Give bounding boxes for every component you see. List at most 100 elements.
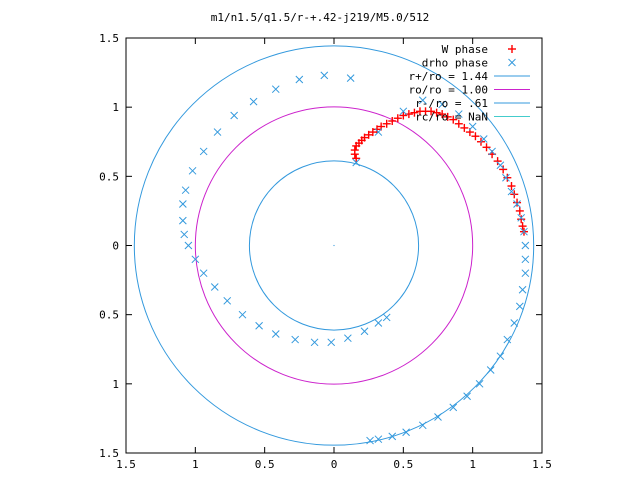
x-tick-label: 1 (469, 458, 476, 471)
series-0-point-31 (493, 157, 502, 166)
series-1-point-36 (271, 85, 280, 94)
series-1-point-49-b (210, 283, 219, 291)
series-1-point-34 (320, 71, 329, 80)
series-1-point-53-b (271, 330, 280, 338)
series-1-point-42-b (181, 186, 190, 195)
series-1-point-27-b (434, 413, 442, 421)
series-1-point-35-b (295, 75, 304, 84)
series-1-point-52-b (255, 321, 263, 330)
legend-label: r+/ro = 1.44 (409, 70, 489, 83)
series-0-point-22 (443, 112, 452, 121)
series-1-point-32 (366, 436, 374, 445)
series-1-point-25-b (463, 392, 471, 401)
series-1-point-1-b (374, 128, 383, 136)
series-1-point-58-b (360, 327, 369, 336)
legend-label: W phase (442, 43, 488, 56)
series-1-point-40-b (199, 147, 208, 156)
series-1-point-51 (238, 310, 247, 319)
series-1-point-9-b (496, 161, 505, 170)
series-1-point-27 (434, 413, 442, 421)
series-1-point-36-b (271, 85, 280, 94)
legend-label: drho phase (422, 57, 488, 70)
series-1-point-56-b (327, 338, 336, 347)
series-1-point-54 (291, 335, 300, 344)
series-1-point-6 (468, 122, 477, 131)
y-tick-label: 0 (112, 240, 119, 253)
series-0-point-21 (438, 110, 447, 119)
series-1-point-33 (346, 74, 355, 82)
series-1-point-43-b (178, 200, 187, 208)
series-1-point-22 (496, 352, 505, 361)
series-0-point-12 (388, 117, 397, 125)
y-tick-label: 0.5 (99, 170, 119, 183)
series-1-point-5 (454, 110, 463, 118)
series-1-point-49 (210, 283, 219, 291)
series-0-point-8 (368, 128, 377, 137)
series-1-point-16 (521, 255, 530, 264)
series-1-point-9 (496, 161, 505, 170)
series-1-point-44-b (178, 216, 187, 225)
x-tick-label: 0.5 (393, 458, 413, 471)
series-1-point-50-b (223, 296, 232, 305)
series-1-point-16-b (521, 255, 530, 264)
series-0-point-16 (410, 108, 419, 117)
series-0-point-0 (352, 154, 361, 163)
x-tick-label: 1.5 (532, 458, 552, 471)
series-1-point-18 (518, 285, 527, 294)
series-1-point-7 (479, 135, 488, 143)
series-1-point-21 (503, 335, 512, 344)
series-1-point-45 (180, 230, 189, 239)
series-1-point-50 (223, 296, 232, 305)
series-0-point-27 (471, 132, 480, 141)
series-0-point-32 (499, 165, 508, 174)
series-0-point-23 (449, 115, 458, 124)
series-1-point-38-b (230, 111, 239, 120)
series-1-point-51-b (238, 310, 247, 319)
series-1-point-55 (310, 338, 319, 347)
chart-title: m1/n1.5/q1.5/r-+.42-j219/M5.0/512 (211, 11, 430, 24)
series-1-point-23 (486, 366, 495, 374)
series-0-point-38 (517, 215, 526, 224)
series-1-point-54-b (291, 335, 300, 344)
series-1-point-46-b (184, 241, 193, 250)
series-1-point-4 (438, 100, 447, 109)
series-1-point-22-b (496, 352, 505, 361)
series-1-point-42 (181, 186, 190, 195)
legend-0-marker (508, 45, 516, 53)
y-tick-label: 1 (112, 378, 119, 391)
series-1-point-41-b (188, 166, 197, 175)
series-1-point-11 (507, 187, 516, 196)
series-0-point-20 (432, 108, 441, 117)
series-0-point-33 (503, 173, 512, 182)
series-1-point-26-b (449, 403, 458, 412)
legend-1-marker-b (508, 58, 516, 67)
series-0-point-24 (454, 119, 463, 128)
y-tick-label: 1.5 (99, 447, 119, 460)
series-1-point-48 (199, 269, 208, 278)
series-0-point-19 (427, 107, 436, 116)
series-1-point-39 (213, 128, 222, 136)
series-1-point-14 (520, 227, 528, 236)
x-tick-label: 0 (331, 458, 338, 471)
series-1-point-28-b (418, 421, 427, 430)
series-1-point-3-b (418, 96, 427, 105)
series-0-point-9 (372, 125, 381, 134)
series-1-point-17 (521, 269, 530, 278)
legend-1-marker (508, 58, 516, 67)
x-tick-label: 1.5 (116, 458, 136, 471)
series-1-point-15 (521, 241, 530, 250)
series-1-point-35 (295, 75, 304, 84)
axis-ticks: 1.5 1 0.5 0 0.5 1 1.51.510.500.511.5 (99, 32, 552, 471)
series-1-point-28 (418, 421, 427, 430)
series-1-point-2 (399, 107, 408, 116)
series-1-point-29 (402, 428, 410, 437)
series-1-point-37 (249, 97, 258, 106)
series-1-point-18-b (518, 285, 527, 294)
series-1-point-5-b (454, 110, 463, 118)
series-1-point-57-b (344, 334, 352, 343)
series-1-point-23-b (486, 366, 495, 374)
series-1-point-57 (344, 334, 352, 343)
series-1-point-15-b (521, 241, 530, 250)
legend-label: r-/ro = .61 (415, 97, 488, 110)
legend-label: ro/ro = 1.00 (409, 84, 488, 97)
